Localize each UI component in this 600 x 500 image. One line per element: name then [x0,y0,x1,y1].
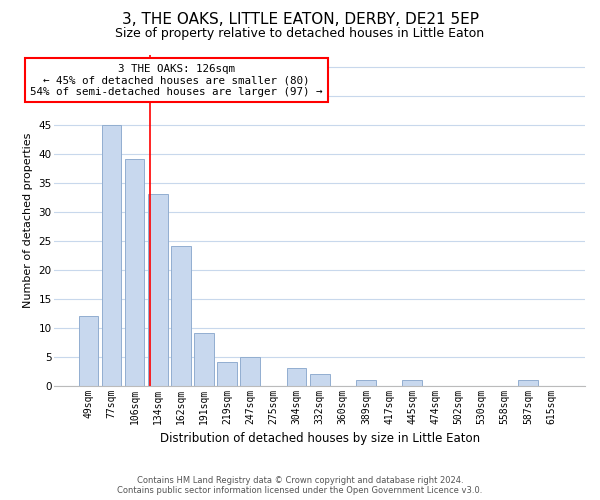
Y-axis label: Number of detached properties: Number of detached properties [23,132,33,308]
Bar [79,316,98,386]
Bar [194,334,214,386]
Bar [148,194,167,386]
Text: 3, THE OAKS, LITTLE EATON, DERBY, DE21 5EP: 3, THE OAKS, LITTLE EATON, DERBY, DE21 5… [121,12,479,28]
Bar [287,368,307,386]
Bar [518,380,538,386]
Bar [241,356,260,386]
Bar [102,124,121,386]
Text: Size of property relative to detached houses in Little Eaton: Size of property relative to detached ho… [115,28,485,40]
Text: Contains HM Land Registry data © Crown copyright and database right 2024.
Contai: Contains HM Land Registry data © Crown c… [118,476,482,495]
Bar [403,380,422,386]
Bar [217,362,237,386]
Bar [125,160,145,386]
Bar [171,246,191,386]
X-axis label: Distribution of detached houses by size in Little Eaton: Distribution of detached houses by size … [160,432,480,445]
Bar [356,380,376,386]
Text: 3 THE OAKS: 126sqm
← 45% of detached houses are smaller (80)
54% of semi-detache: 3 THE OAKS: 126sqm ← 45% of detached hou… [30,64,323,97]
Bar [310,374,329,386]
